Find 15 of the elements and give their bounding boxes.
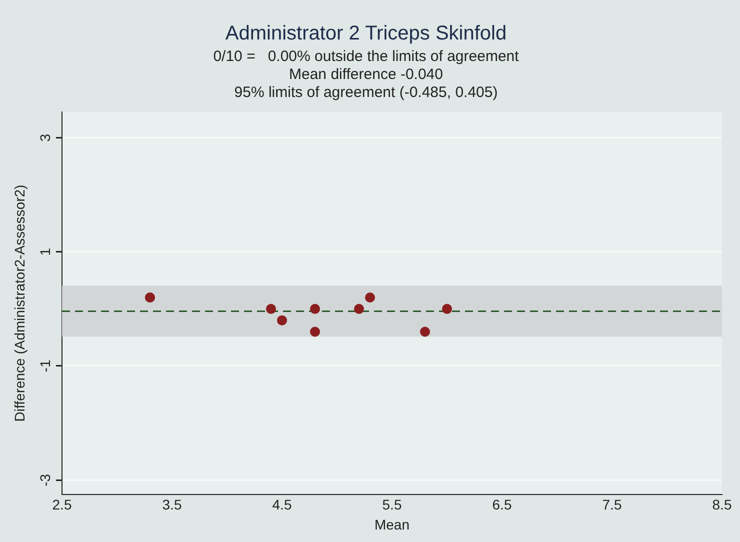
chart-subtitle: 0/10 = 0.00% outside the limits of agreement Mean difference -0.040 95% limits of agreement (-0.485, 0.405)	[213, 48, 520, 102]
x-tick-label: 6.5	[492, 496, 512, 513]
x-tick-label: 5.5	[382, 496, 402, 513]
x-axis-title: Mean	[374, 516, 410, 532]
chart-title: Administrator 2 Triceps Skinfold	[225, 22, 507, 45]
x-tick-label: 8.5	[712, 496, 732, 513]
x-tick-label: 7.5	[602, 496, 622, 513]
y-tick-label: 3	[36, 134, 53, 142]
y-tick-label: -1	[36, 360, 53, 372]
y-tick-label: 1	[36, 248, 53, 256]
x-tick-label: 4.5	[272, 496, 292, 513]
x-tick-label: 3.5	[162, 496, 182, 513]
y-axis-title: Difference (Administrator2-Assessor2)	[11, 184, 28, 422]
y-tick-label: -3	[36, 474, 53, 486]
x-tick-label: 2.5	[52, 496, 72, 513]
